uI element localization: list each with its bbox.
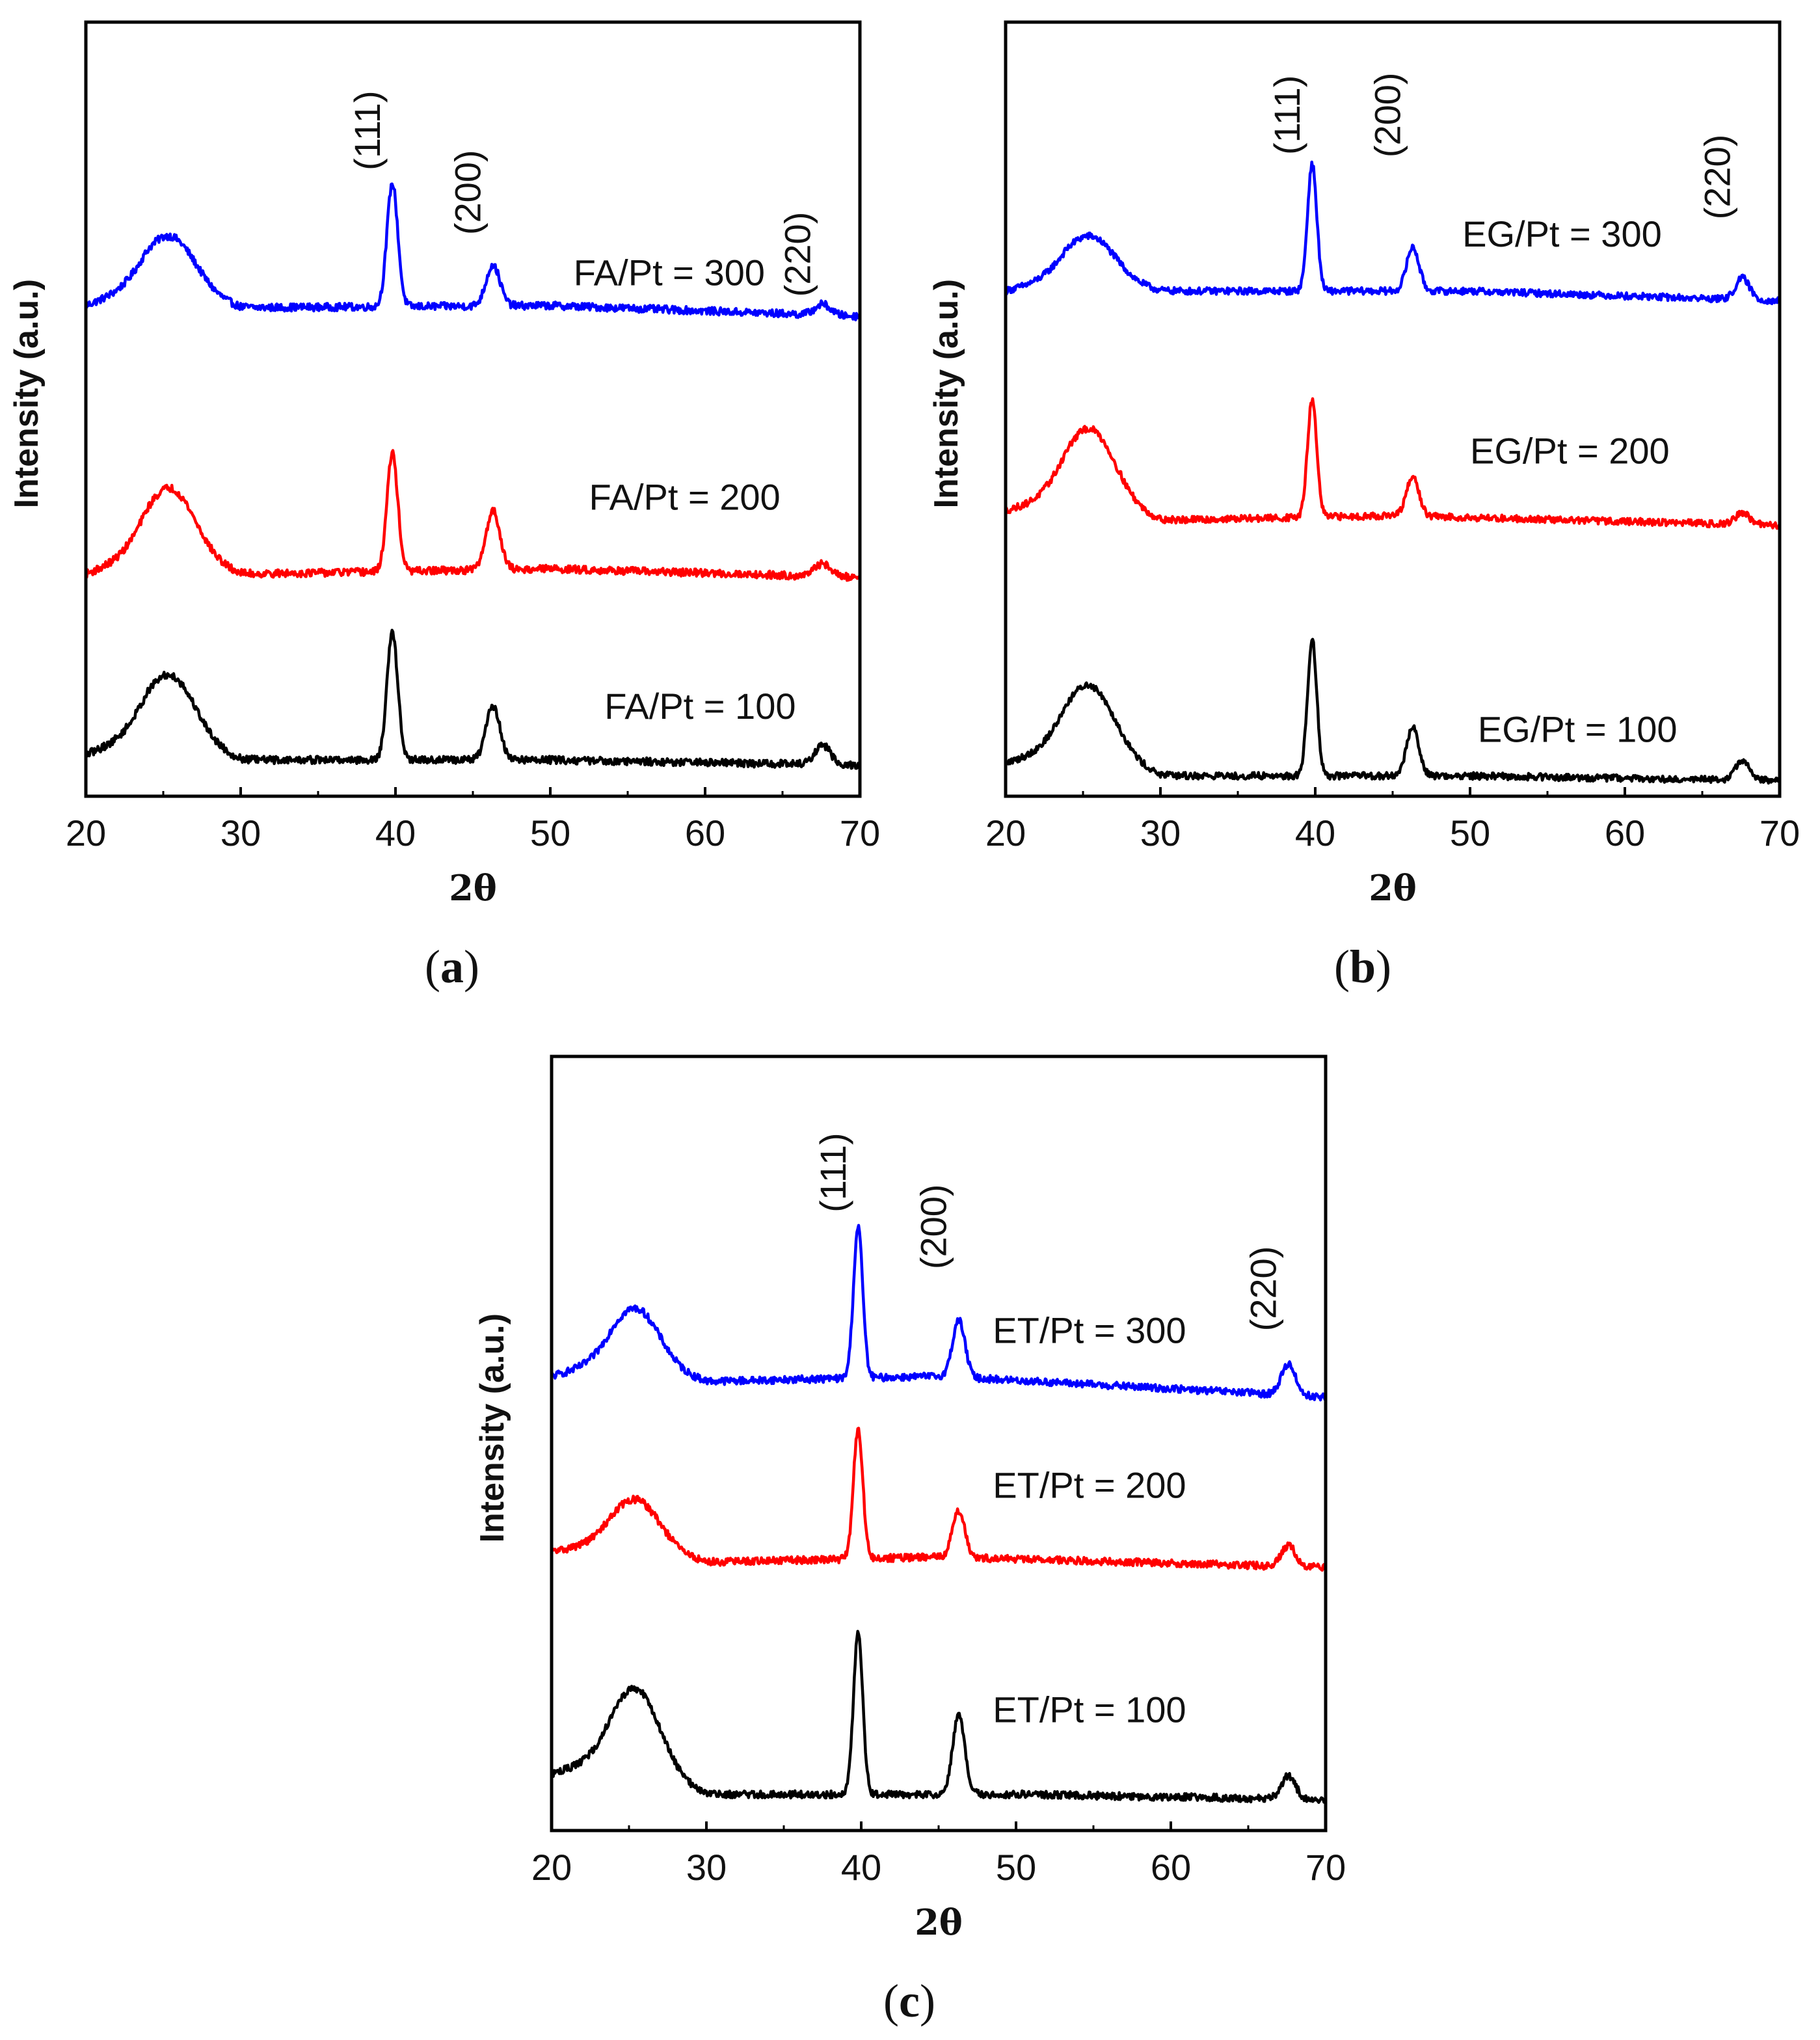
- series-line-fa-pt-200: [86, 449, 860, 582]
- peak-label: (220): [1243, 1246, 1284, 1332]
- x-tick-label: 70: [1305, 1847, 1346, 1888]
- panel-caption: (a): [425, 941, 479, 993]
- peak-label: (111): [347, 90, 388, 170]
- panel-caption: (b): [1334, 941, 1391, 993]
- x-axis-title: 2θ: [449, 867, 497, 909]
- series-label: FA/Pt = 300: [574, 252, 765, 293]
- y-axis-title: Intensity (a.u.): [928, 279, 965, 508]
- peak-label: (220): [777, 212, 818, 297]
- x-axis-title: 2θ: [1369, 867, 1417, 909]
- x-tick-label: 60: [1151, 1847, 1191, 1888]
- x-tick-label: 40: [841, 1847, 881, 1888]
- peak-label: (111): [1266, 75, 1307, 155]
- peak-label: (111): [812, 1133, 853, 1212]
- y-axis-title: Intensity (a.u.): [8, 279, 46, 508]
- x-tick-label: 70: [840, 812, 880, 853]
- panel-a: FA/Pt = 300 FA/Pt = 200 FA/Pt = 100 20 30 40 5…: [8, 20, 880, 993]
- x-tick-label: 30: [221, 812, 261, 853]
- x-tick-label: 50: [1450, 812, 1490, 853]
- series-label: FA/Pt = 100: [604, 686, 796, 727]
- x-tick-label: 30: [686, 1847, 727, 1888]
- series-line-eg-pt-200: [1006, 397, 1780, 530]
- series-line-fa-pt-300: [86, 182, 860, 321]
- series-label: ET/Pt = 100: [993, 1689, 1186, 1730]
- x-tick-label: 70: [1760, 812, 1800, 853]
- x-tick-label: 50: [530, 812, 570, 853]
- panel-caption-letter: b: [1350, 941, 1376, 993]
- x-tick-label: 60: [1605, 812, 1645, 853]
- panel-caption: (c): [883, 1975, 935, 2027]
- x-tick-label: 40: [375, 812, 416, 853]
- series-line-eg-pt-300: [1006, 160, 1780, 306]
- y-axis-title: Intensity (a.u.): [474, 1313, 511, 1542]
- peak-label: (220): [1697, 135, 1738, 220]
- series-line-et-pt-100: [552, 1630, 1326, 1805]
- x-tick-label: 20: [66, 812, 106, 853]
- x-tick-label: 40: [1295, 812, 1335, 853]
- panel-caption-letter: a: [440, 941, 464, 993]
- peak-label: (200): [448, 150, 488, 235]
- x-tick-label: 20: [985, 812, 1026, 853]
- series-line-eg-pt-100: [1006, 638, 1780, 785]
- series-line-et-pt-200: [552, 1427, 1326, 1572]
- series-line-et-pt-300: [552, 1224, 1326, 1402]
- panel-b: EG/Pt = 300 EG/Pt = 200 EG/Pt = 100 20 30 40 5…: [928, 20, 1800, 993]
- series-line-fa-pt-100: [86, 628, 860, 770]
- x-tick-label: 60: [685, 812, 725, 853]
- series-label: EG/Pt = 100: [1478, 709, 1678, 750]
- panel-c: ET/Pt = 300 ET/Pt = 200 ET/Pt = 100 20 30 40 5…: [474, 1054, 1346, 2027]
- peak-label: (200): [913, 1184, 954, 1269]
- x-tick-label: 50: [996, 1847, 1036, 1888]
- panel-caption-letter: c: [899, 1975, 920, 2027]
- series-label: ET/Pt = 300: [993, 1309, 1186, 1350]
- x-axis-title: 2θ: [915, 1901, 963, 1943]
- series-label: EG/Pt = 200: [1470, 430, 1670, 471]
- series-label: FA/Pt = 200: [589, 477, 781, 518]
- x-tick-label: 20: [531, 1847, 572, 1888]
- peak-label: (200): [1367, 72, 1408, 157]
- series-label: ET/Pt = 200: [993, 1464, 1186, 1505]
- series-label: EG/Pt = 300: [1462, 213, 1662, 254]
- x-tick-label: 30: [1140, 812, 1181, 853]
